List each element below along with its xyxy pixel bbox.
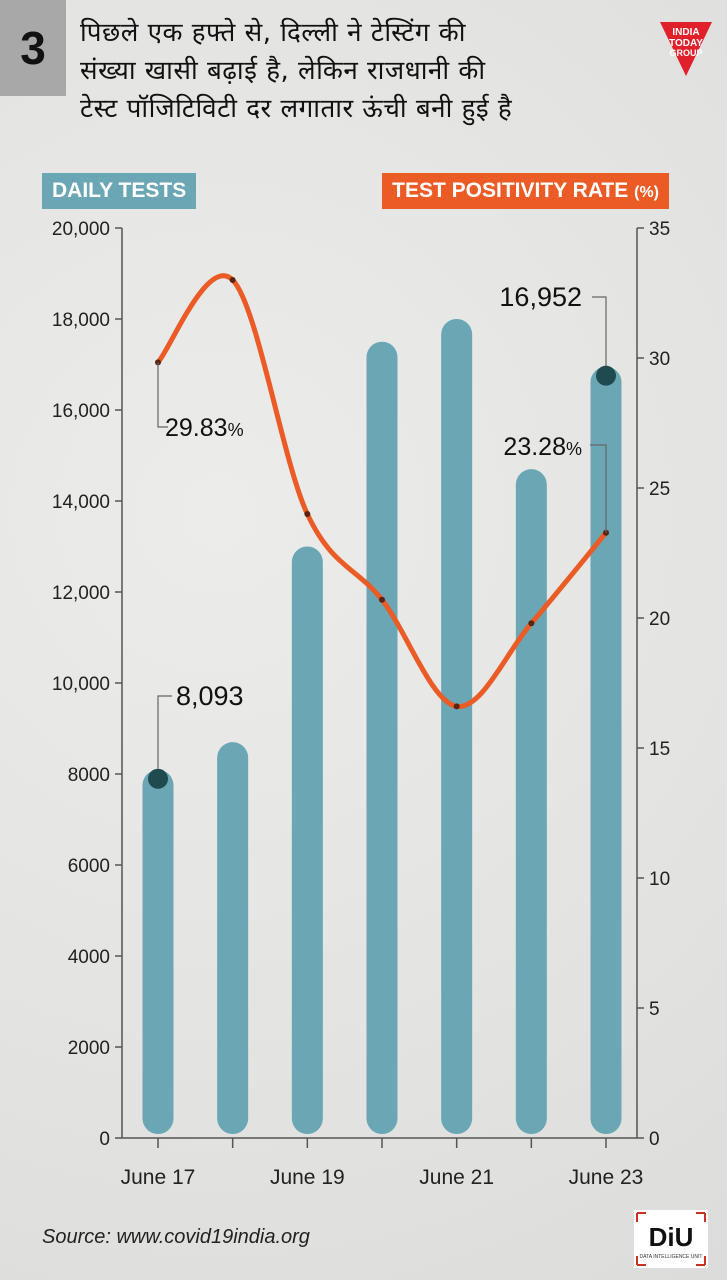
legend-positivity-unit: (%)	[634, 184, 659, 201]
callout-line-16952	[592, 296, 607, 366]
left-tick-label: 0	[99, 1129, 110, 1150]
annotation-2983-unit: %	[228, 420, 244, 440]
source-note: Source: www.covid19india.org	[42, 1226, 310, 1248]
left-tick-label: 2000	[68, 1038, 110, 1059]
callout-line-2983	[157, 362, 168, 428]
india-today-group-logo: INDIA TODAY GROUP	[660, 22, 712, 76]
right-tick-label: 30	[649, 349, 670, 370]
left-tick-label: 16,000	[52, 401, 110, 422]
annotation-8093: 8,093	[176, 681, 244, 711]
bar-highlight-dot	[596, 365, 616, 386]
annotation-2983-value: 29.83	[165, 414, 228, 442]
positivity-point	[229, 277, 236, 283]
logo-line-1: INDIA	[672, 27, 699, 38]
headline: पिछले एक हफ्ते से, दिल्ली ने टेस्टिंग की…	[80, 14, 670, 128]
legend-positivity-label: TEST POSITIVITY RATE	[392, 179, 629, 202]
left-tick-label: 4000	[68, 947, 110, 968]
annotation-2328: 23.28%	[503, 433, 582, 461]
x-tick-label: June 21	[419, 1166, 494, 1189]
positivity-point	[379, 596, 385, 603]
right-tick-label: 10	[649, 869, 670, 890]
right-tick-label: 20	[649, 609, 670, 630]
callout-line-2328	[590, 444, 607, 533]
callout-line-8093	[157, 695, 172, 769]
positivity-point	[453, 703, 460, 710]
right-tick-label: 5	[649, 999, 660, 1020]
x-tick-label: June 17	[121, 1166, 196, 1189]
headline-line-3: टेस्ट पॉजिटिविटी दर लगातार ऊंची बनी हुई …	[80, 94, 513, 124]
x-tick-label: June 23	[569, 1166, 644, 1189]
annotation-2328-value: 23.28	[503, 433, 566, 461]
right-tick-label: 35	[649, 219, 670, 240]
legend-daily-tests: DAILY TESTS	[42, 173, 197, 209]
left-tick-label: 10,000	[52, 674, 110, 695]
headline-line-1: पिछले एक हफ्ते से, दिल्ली ने टेस्टिंग की	[80, 18, 466, 48]
headline-line-2: संख्या खासी बढ़ाई है, लेकिन राजधानी की	[80, 56, 486, 86]
diu-logo: DiU DATA INTELLIGENCE UNIT	[634, 1210, 708, 1268]
diu-logo-main: DiU	[649, 1222, 694, 1252]
panel-number: 3	[0, 0, 66, 96]
logo-line-3: GROUP	[669, 48, 702, 58]
left-tick-label: 14,000	[52, 492, 110, 513]
left-tick-label: 8000	[68, 765, 110, 786]
x-tick-label: June 19	[270, 1166, 345, 1189]
annotation-2328-unit: %	[566, 439, 582, 459]
diu-logo-sub: DATA INTELLIGENCE UNIT	[640, 1254, 703, 1260]
annotation-16952: 16,952	[499, 282, 582, 312]
right-tick-label: 15	[649, 739, 670, 760]
left-tick-label: 12,000	[52, 583, 110, 604]
right-tick-label: 0	[649, 1129, 660, 1150]
positivity-point	[304, 511, 311, 517]
right-tick-label: 25	[649, 479, 670, 500]
annotation-2983: 29.83%	[165, 414, 244, 442]
positivity-point	[528, 620, 535, 627]
bar-highlight-dot	[148, 768, 168, 789]
legend-positivity-rate: TEST POSITIVITY RATE (%)	[382, 173, 669, 209]
left-tick-label: 20,000	[52, 219, 110, 240]
left-tick-label: 6000	[68, 856, 110, 877]
logo-line-2: TODAY	[669, 38, 703, 49]
left-tick-label: 18,000	[52, 310, 110, 331]
